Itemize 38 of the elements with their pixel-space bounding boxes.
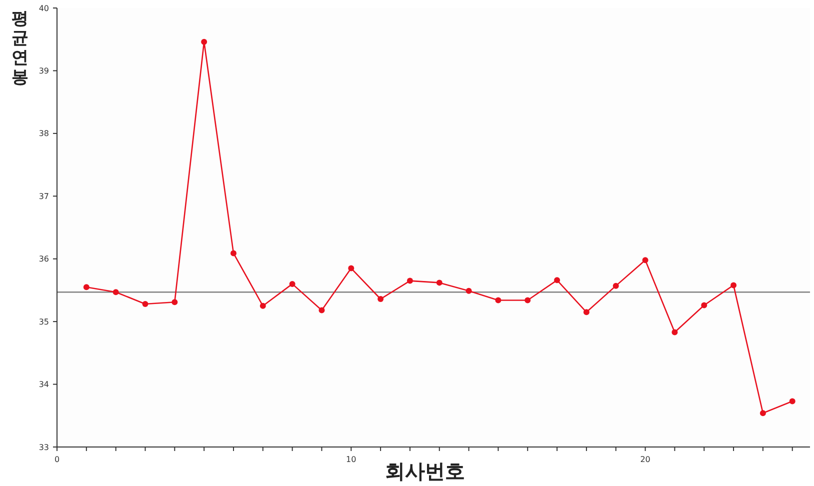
point bbox=[318, 307, 325, 314]
point bbox=[348, 265, 354, 272]
x-tick-label: 20 bbox=[640, 455, 650, 464]
point bbox=[83, 284, 90, 290]
y-tick-label: 33 bbox=[38, 442, 49, 452]
point bbox=[436, 280, 442, 286]
point bbox=[378, 296, 384, 302]
point bbox=[112, 289, 119, 296]
y-axis-title: 평균연봉 bbox=[12, 8, 28, 88]
point bbox=[554, 277, 560, 284]
point bbox=[583, 309, 590, 316]
point bbox=[466, 288, 472, 294]
point bbox=[230, 250, 236, 256]
point bbox=[760, 410, 766, 416]
point bbox=[730, 282, 737, 288]
y-tick-label: 34 bbox=[38, 380, 49, 390]
y-tick-label: 37 bbox=[38, 192, 49, 201]
point bbox=[789, 398, 796, 404]
point bbox=[642, 257, 648, 264]
x-axis-title: 회사번호 bbox=[385, 459, 465, 483]
point bbox=[612, 282, 619, 289]
point bbox=[672, 329, 678, 336]
y-tick-label: 35 bbox=[38, 317, 49, 326]
y-tick-label: 39 bbox=[38, 66, 49, 76]
point bbox=[406, 278, 413, 284]
x-tick-label: 0 bbox=[54, 455, 60, 464]
point bbox=[260, 302, 266, 309]
y-tick-label: 40 bbox=[38, 4, 49, 13]
y-tick-label: 36 bbox=[38, 254, 49, 264]
point bbox=[142, 301, 148, 308]
point bbox=[495, 297, 502, 304]
point bbox=[289, 280, 296, 287]
point bbox=[201, 38, 208, 45]
y-tick-label: 38 bbox=[38, 129, 49, 138]
point bbox=[701, 302, 708, 308]
point bbox=[172, 299, 178, 306]
x-tick-label: 10 bbox=[346, 455, 356, 464]
point bbox=[524, 297, 531, 304]
